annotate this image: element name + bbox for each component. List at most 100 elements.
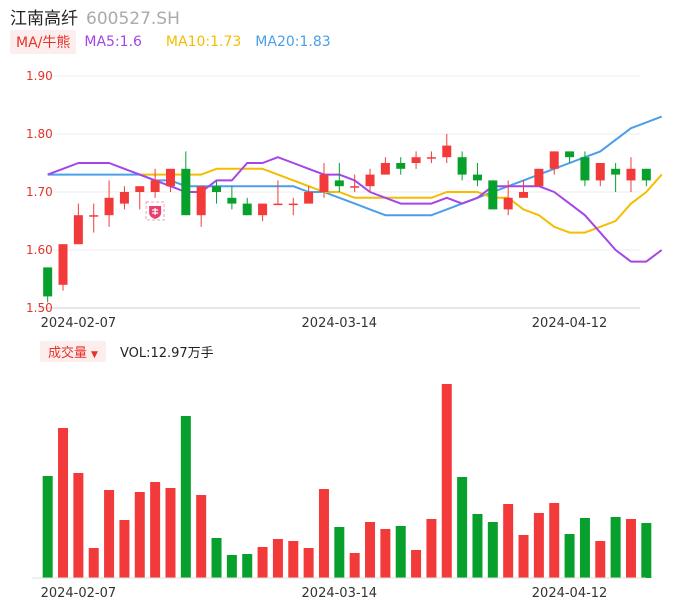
volume-bar bbox=[288, 541, 299, 578]
candle-body bbox=[457, 157, 467, 175]
x-tick-label: 2024-02-07 bbox=[41, 316, 117, 331]
volume-bar bbox=[318, 489, 329, 578]
stock-name: 江南高纤 bbox=[10, 9, 78, 29]
candle-body bbox=[181, 168, 191, 216]
candle bbox=[503, 180, 513, 216]
x-tick-label: 2024-04-12 bbox=[532, 586, 608, 601]
candle bbox=[73, 203, 83, 245]
y-tick-label: 1.90 bbox=[26, 69, 53, 83]
volume-bar bbox=[349, 553, 360, 578]
candle-body bbox=[165, 168, 175, 187]
volume-bar bbox=[518, 535, 529, 578]
candle bbox=[549, 151, 559, 175]
candle-body bbox=[549, 151, 559, 169]
volume-bar bbox=[441, 384, 452, 578]
volume-bar bbox=[365, 522, 376, 578]
candle bbox=[89, 203, 99, 233]
candle-body bbox=[350, 186, 360, 188]
candle bbox=[181, 151, 191, 216]
volume-bar bbox=[211, 538, 222, 578]
candlesticks bbox=[43, 134, 651, 303]
candle-body bbox=[565, 151, 575, 158]
candle-body bbox=[519, 192, 529, 198]
candle bbox=[457, 151, 467, 181]
volume-bar bbox=[625, 519, 636, 578]
candle bbox=[411, 151, 421, 169]
candle bbox=[273, 180, 283, 206]
volume-bar bbox=[426, 519, 437, 578]
volume-indicator-label: 成交量 bbox=[48, 345, 88, 361]
candle bbox=[165, 168, 175, 192]
bull-icon bbox=[145, 201, 165, 221]
candle-body bbox=[611, 168, 621, 175]
candle-body bbox=[641, 168, 651, 181]
volume-bar bbox=[196, 495, 207, 578]
candle bbox=[534, 168, 544, 187]
y-tick-label: 1.80 bbox=[26, 127, 53, 141]
badge-frame bbox=[145, 201, 165, 221]
candle bbox=[227, 186, 237, 210]
volume-bar bbox=[180, 416, 191, 578]
volume-bar bbox=[334, 527, 345, 578]
candle-body bbox=[626, 168, 636, 181]
volume-indicator-button[interactable]: 成交量 ▼ bbox=[40, 340, 106, 362]
candle bbox=[135, 186, 145, 210]
candle-body bbox=[196, 186, 206, 216]
candle-body bbox=[119, 192, 129, 204]
candle-body bbox=[580, 157, 590, 181]
candle bbox=[442, 134, 452, 163]
volume-bars bbox=[32, 384, 652, 579]
candle bbox=[380, 157, 390, 175]
candle-body bbox=[595, 163, 605, 181]
volume-bar bbox=[472, 514, 483, 578]
volume-bar bbox=[579, 518, 590, 578]
candle-body bbox=[442, 145, 452, 158]
candle-body bbox=[135, 186, 145, 192]
caret-down-icon: ▼ bbox=[91, 349, 98, 360]
candle-body bbox=[411, 157, 421, 163]
candle-body bbox=[319, 174, 329, 192]
candle bbox=[595, 163, 605, 187]
ma5-legend: MA5:1.6 bbox=[84, 34, 142, 50]
volume-bar bbox=[88, 548, 99, 578]
volume-bar bbox=[272, 539, 283, 578]
ma-indicator-button[interactable]: MA/牛熊 bbox=[10, 30, 77, 54]
candle bbox=[488, 180, 498, 210]
candle bbox=[119, 186, 129, 210]
candle bbox=[580, 151, 590, 187]
candle bbox=[641, 168, 651, 187]
badge-layer bbox=[145, 201, 165, 221]
volume-bar bbox=[150, 482, 161, 578]
candle bbox=[626, 157, 636, 192]
volume-bar bbox=[119, 520, 130, 578]
candle-body bbox=[503, 197, 513, 210]
x-tick-label: 2024-03-14 bbox=[302, 316, 378, 331]
candle-body bbox=[396, 163, 406, 169]
volume-bar bbox=[549, 503, 560, 578]
candle-body bbox=[150, 180, 160, 192]
volume-bar bbox=[303, 548, 314, 578]
candle bbox=[365, 168, 375, 192]
volume-bar bbox=[533, 513, 544, 578]
x-tick-label: 2024-03-14 bbox=[302, 586, 378, 601]
volume-legend: 成交量 ▼ VOL:12.97万手 bbox=[40, 340, 214, 362]
candle bbox=[472, 163, 482, 187]
candle bbox=[611, 163, 621, 192]
volume-bar bbox=[641, 523, 652, 578]
volume-bar bbox=[257, 547, 268, 578]
candle-body bbox=[58, 244, 68, 285]
candle-body bbox=[73, 215, 83, 245]
price-x-axis: 2024-02-07 2024-03-14 2024-04-12 bbox=[41, 316, 608, 331]
volume-bar bbox=[42, 476, 53, 578]
volume-bar bbox=[595, 541, 606, 578]
candle-body bbox=[472, 174, 482, 181]
candle bbox=[150, 168, 160, 198]
candle bbox=[104, 180, 114, 227]
candle-body bbox=[426, 157, 436, 159]
candle bbox=[426, 151, 436, 163]
candle bbox=[288, 197, 298, 216]
volume-bar bbox=[411, 550, 422, 578]
volume-bar bbox=[58, 428, 69, 578]
stock-code: 600527.SH bbox=[86, 9, 180, 29]
